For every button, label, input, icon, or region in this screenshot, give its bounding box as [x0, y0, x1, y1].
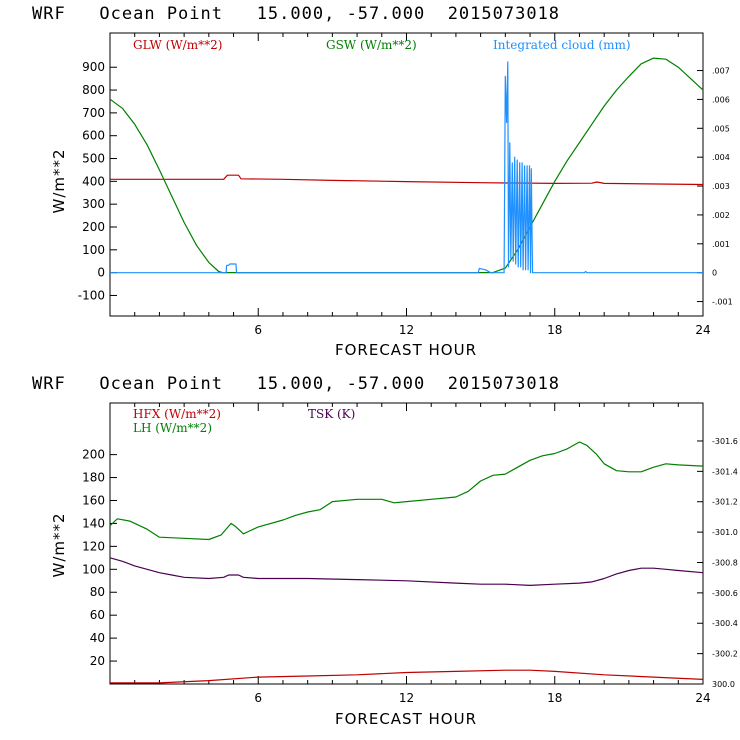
y-tick-label: 800 [82, 83, 105, 97]
y-tick-label: -100 [78, 288, 105, 302]
y-tick-label: 100 [82, 243, 105, 257]
y-tick-label: 600 [82, 129, 105, 143]
y-tick-label: 20 [90, 654, 105, 668]
right-tick-label: .007 [712, 67, 730, 76]
right-tick-label: -300.6 [712, 589, 738, 598]
bottom-y-axis-label: W/m**2 [50, 512, 68, 577]
bottom-legend-tsk: TSK (K) [308, 407, 355, 421]
y-tick-label: 60 [90, 608, 105, 622]
top-x-axis-label: FORECAST HOUR [335, 341, 477, 359]
right-tick-label: .005 [712, 124, 730, 133]
bottom-series-lines [109, 441, 704, 684]
right-tick-label: .006 [712, 95, 730, 104]
x-tick-label: 6 [254, 323, 262, 337]
right-tick-label: 0 [712, 269, 717, 278]
bottom-x-axis-label: FORECAST HOUR [335, 710, 477, 728]
right-tick-label: -301.0 [712, 528, 738, 537]
x-tick-label: 6 [254, 691, 262, 705]
right-tick-label: -.001 [712, 298, 733, 307]
top-panel: WRF Ocean Point 15.000, -57.000 20150730… [32, 4, 733, 359]
top-series-line-2 [110, 61, 703, 274]
x-tick-label: 12 [399, 691, 414, 705]
bot-series-line-2 [109, 557, 704, 586]
right-tick-label: -300.2 [712, 650, 738, 659]
top-x-ticks: 6 12 18 24 [109, 33, 711, 337]
top-legend-gsw: GSW (W/m**2) [326, 38, 417, 52]
right-tick-label: .001 [712, 240, 730, 249]
bottom-y-ticks: 20 40 60 80 100 120 140 160 180 200 [82, 448, 117, 668]
top-series-line-1 [109, 57, 704, 274]
y-tick-label: 140 [82, 516, 105, 530]
top-series-line-0 [110, 174, 704, 186]
y-tick-label: 80 [90, 585, 105, 599]
y-tick-label: 100 [82, 562, 105, 576]
y-tick-label: 120 [82, 539, 105, 553]
x-tick-label: 24 [695, 323, 710, 337]
y-tick-label: 500 [82, 152, 105, 166]
right-tick-label: .002 [712, 211, 730, 220]
right-tick-label: -300.4 [712, 619, 738, 628]
top-right-ticks: -.001 0 .001 .002 .003 .004 .005 .006 .007 [697, 67, 733, 307]
x-tick-label: 12 [399, 323, 414, 337]
x-tick-label: 18 [547, 323, 562, 337]
bottom-title: WRF Ocean Point 15.000, -57.000 20150730… [32, 374, 560, 394]
bottom-right-ticks: 300.0 -300.2 -300.4 -300.6 -300.8 -301.0 -301.… [697, 437, 738, 689]
right-tick-label: .004 [712, 153, 730, 162]
bot-series-line-0 [110, 669, 704, 684]
top-legend-glw: GLW (W/m**2) [133, 38, 222, 52]
top-y-axis-label: W/m**2 [50, 148, 68, 213]
y-tick-label: 400 [82, 174, 105, 188]
bottom-plot-frame [109, 402, 704, 685]
y-tick-label: 700 [82, 106, 105, 120]
y-tick-label: 200 [82, 220, 105, 234]
x-tick-label: 18 [547, 691, 562, 705]
top-plot-frame [109, 32, 704, 317]
y-tick-label: 0 [97, 266, 105, 280]
top-series-lines [109, 57, 704, 274]
y-tick-label: 40 [90, 631, 105, 645]
right-tick-label: 300.0 [712, 680, 735, 689]
y-tick-label: 900 [82, 60, 105, 74]
y-tick-label: 200 [82, 448, 105, 462]
x-tick-label: 24 [695, 691, 710, 705]
bottom-panel: WRF Ocean Point 15.000, -57.000 20150730… [32, 374, 738, 728]
y-tick-label: 180 [82, 471, 105, 485]
y-tick-label: 160 [82, 493, 105, 507]
right-tick-label: -301.4 [712, 467, 738, 476]
top-legend-cloud: Integrated cloud (mm) [493, 38, 631, 52]
bottom-x-ticks: 6 12 18 24 [109, 403, 711, 705]
top-title: WRF Ocean Point 15.000, -57.000 20150730… [32, 4, 560, 24]
bottom-legend-lh: LH (W/m**2) [133, 421, 212, 435]
right-tick-label: .003 [712, 182, 730, 191]
right-tick-label: -301.2 [712, 498, 738, 507]
bot-series-line-1 [109, 441, 704, 541]
y-tick-label: 300 [82, 197, 105, 211]
top-y-ticks: -100 0 100 200 300 400 500 600 700 800 900 [78, 60, 117, 302]
right-tick-label: -301.6 [712, 437, 738, 446]
right-tick-label: -300.8 [712, 558, 738, 567]
bottom-legend-hfx: HFX (W/m**2) [133, 407, 221, 421]
